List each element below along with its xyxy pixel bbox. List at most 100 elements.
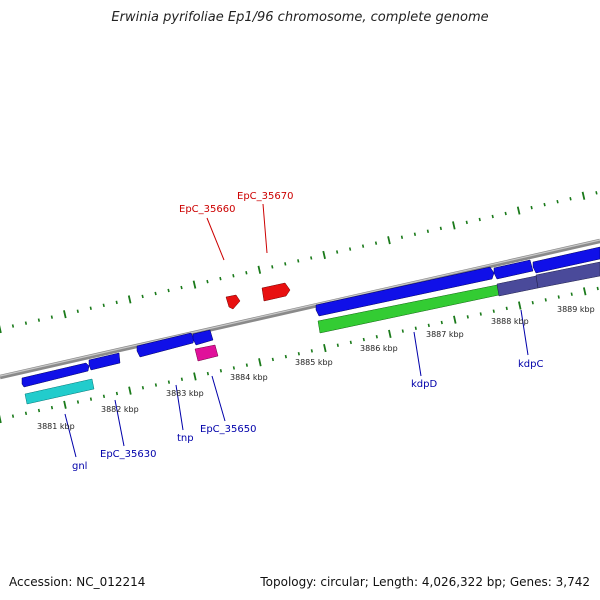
major-tick bbox=[258, 358, 262, 367]
major-tick bbox=[582, 287, 587, 296]
minor-tick bbox=[180, 377, 184, 382]
minor-tick bbox=[37, 318, 41, 322]
minor-tick bbox=[50, 405, 54, 410]
minor-tick bbox=[297, 259, 300, 263]
minor-tick bbox=[50, 315, 54, 319]
kbp-label: 3889 kbp bbox=[557, 305, 595, 314]
gene-label-kdpc[interactable]: kdpC bbox=[518, 359, 543, 370]
major-tick bbox=[192, 280, 197, 289]
minor-tick bbox=[362, 337, 365, 342]
minor-tick bbox=[24, 321, 28, 325]
minor-tick bbox=[439, 226, 442, 231]
minor-tick bbox=[245, 271, 248, 275]
major-tick bbox=[0, 414, 2, 424]
minor-tick bbox=[375, 334, 378, 339]
major-tick bbox=[388, 329, 392, 338]
major-tick bbox=[127, 295, 132, 304]
minor-tick bbox=[102, 303, 105, 308]
minor-tick bbox=[427, 323, 430, 328]
map-title: Erwinia pyrifoliae Ep1/96 chromosome, co… bbox=[111, 10, 489, 25]
minor-tick bbox=[504, 211, 507, 216]
kbp-label: 3887 kbp bbox=[426, 330, 464, 339]
gene-feature[interactable] bbox=[532, 246, 600, 274]
minor-tick bbox=[466, 315, 469, 319]
major-tick bbox=[63, 310, 67, 319]
gene-feature[interactable] bbox=[315, 266, 495, 317]
minor-tick bbox=[206, 279, 209, 284]
minor-tick bbox=[479, 312, 482, 316]
minor-tick bbox=[544, 298, 547, 302]
minor-tick bbox=[374, 241, 378, 245]
minor-tick bbox=[141, 294, 144, 299]
gene-label-gnl[interactable]: gnl bbox=[72, 461, 87, 472]
minor-tick bbox=[465, 220, 468, 225]
minor-tick bbox=[245, 363, 249, 367]
red-genes bbox=[225, 282, 291, 310]
minor-tick bbox=[569, 196, 572, 201]
gene-label-epc-35650[interactable]: EpC_35650 bbox=[200, 424, 256, 435]
minor-tick bbox=[426, 229, 430, 234]
minor-tick bbox=[167, 380, 171, 384]
reverse-strand-genes bbox=[24, 261, 600, 405]
minor-tick bbox=[206, 371, 210, 376]
minor-tick bbox=[76, 309, 79, 313]
gene-feature-red[interactable] bbox=[225, 294, 241, 310]
gene-feature[interactable] bbox=[88, 352, 121, 371]
minor-tick bbox=[154, 383, 158, 387]
kbp-labels: 3881 kbp 3882 kbp 3883 kbp 3884 kbp 3885… bbox=[37, 305, 595, 431]
minor-tick bbox=[11, 414, 15, 418]
minor-tick bbox=[440, 320, 443, 325]
minor-tick bbox=[219, 369, 223, 373]
gene-label-epc-35670[interactable]: EpC_35670 bbox=[237, 191, 293, 202]
gene-feature[interactable] bbox=[192, 329, 214, 346]
genome-summary-text: Topology: circular; Length: 4,026,322 bp… bbox=[260, 575, 590, 589]
major-tick bbox=[453, 315, 457, 324]
minor-tick bbox=[348, 247, 352, 251]
minor-tick bbox=[596, 286, 599, 291]
kbp-label: 3883 kbp bbox=[166, 389, 204, 398]
gene-label-epc-35660[interactable]: EpC_35660 bbox=[179, 204, 235, 215]
gene-feature-slate[interactable] bbox=[535, 261, 600, 289]
minor-tick bbox=[349, 340, 352, 345]
gene-feature[interactable] bbox=[493, 259, 534, 280]
major-tick bbox=[581, 191, 586, 200]
minor-tick bbox=[530, 205, 533, 210]
gene-feature-slate[interactable] bbox=[496, 275, 539, 297]
minor-tick bbox=[400, 235, 404, 239]
gene-label-tnp[interactable]: tnp bbox=[177, 433, 194, 444]
major-tick bbox=[452, 221, 456, 230]
gene-feature[interactable] bbox=[21, 362, 90, 388]
minor-tick bbox=[37, 408, 41, 413]
gene-feature-cyan[interactable] bbox=[24, 378, 95, 405]
major-tick bbox=[193, 372, 197, 381]
gene-label-epc-35630[interactable]: EpC_35630 bbox=[100, 449, 156, 460]
lower-tick-track bbox=[0, 286, 599, 424]
minor-tick bbox=[297, 352, 300, 356]
minor-tick bbox=[310, 349, 313, 353]
kbp-label: 3885 kbp bbox=[295, 358, 333, 367]
minor-tick bbox=[531, 300, 534, 305]
minor-tick bbox=[232, 366, 236, 370]
minor-tick bbox=[115, 300, 118, 305]
minor-tick bbox=[595, 191, 598, 195]
minor-tick bbox=[492, 309, 495, 313]
minor-tick bbox=[491, 214, 494, 219]
kbp-label: 3884 kbp bbox=[230, 373, 268, 382]
gene-feature[interactable] bbox=[136, 332, 195, 358]
kbp-label: 3888 kbp bbox=[491, 317, 529, 326]
minor-tick bbox=[180, 285, 183, 290]
minor-tick bbox=[141, 386, 145, 390]
gene-feature-red[interactable] bbox=[261, 282, 291, 302]
minor-tick bbox=[336, 343, 339, 347]
gene-feature-magenta[interactable] bbox=[194, 344, 219, 362]
label-connectors bbox=[64, 203, 529, 458]
gene-label-kdpd[interactable]: kdpD bbox=[411, 379, 437, 390]
minor-tick bbox=[154, 291, 157, 296]
kbp-label: 3881 kbp bbox=[37, 422, 75, 431]
minor-tick bbox=[102, 394, 106, 399]
minor-tick bbox=[335, 250, 339, 254]
kbp-label: 3882 kbp bbox=[101, 405, 139, 414]
minor-tick bbox=[543, 202, 546, 207]
upper-tick-track bbox=[0, 191, 598, 334]
